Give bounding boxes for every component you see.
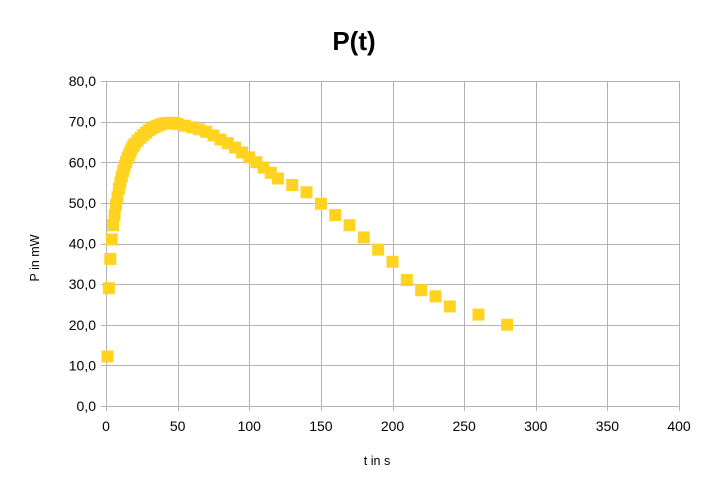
data-point: [400, 274, 413, 287]
data-point: [472, 308, 485, 321]
x-axis-label: t in s: [364, 454, 390, 468]
y-tick-label: 10,0: [69, 357, 96, 373]
data-point: [300, 186, 313, 199]
data-point: [108, 209, 121, 222]
data-points: [101, 116, 514, 363]
x-tick-label: 0: [102, 418, 110, 434]
data-point: [357, 231, 370, 244]
data-point: [314, 197, 327, 210]
y-axis-label: P in mW: [28, 234, 42, 281]
x-tick-labels: 0 50 100 150 200 250 300 350 400: [102, 418, 691, 434]
data-point: [501, 318, 514, 331]
x-tick-label: 400: [667, 418, 691, 434]
y-tick-label: 20,0: [69, 317, 96, 333]
data-point: [104, 252, 117, 265]
x-tick-label: 300: [524, 418, 548, 434]
y-tick-label: 70,0: [69, 114, 96, 130]
x-tick-label: 50: [170, 418, 186, 434]
x-tick-label: 150: [309, 418, 333, 434]
data-point: [102, 282, 115, 295]
x-tick-label: 250: [452, 418, 476, 434]
data-point: [386, 255, 399, 268]
x-tick-label: 350: [596, 418, 620, 434]
data-point: [107, 219, 120, 232]
y-tick-label: 60,0: [69, 154, 96, 170]
data-point: [429, 290, 442, 303]
x-tick-label: 200: [381, 418, 405, 434]
y-tick-label: 30,0: [69, 276, 96, 292]
data-point: [343, 219, 356, 232]
gridlines: [101, 81, 680, 411]
y-tick-labels: 0,0 10,0 20,0 30,0 40,0 50,0 60,0 70,0 80,0: [69, 73, 96, 414]
chart-title: P(t): [332, 26, 375, 56]
y-tick-label: 50,0: [69, 195, 96, 211]
data-point: [271, 172, 284, 185]
data-point: [101, 350, 114, 363]
data-point: [415, 284, 428, 297]
data-point: [372, 243, 385, 256]
y-tick-label: 40,0: [69, 236, 96, 252]
data-point: [443, 300, 456, 313]
data-point: [105, 233, 118, 246]
data-point: [286, 179, 299, 191]
y-tick-label: 80,0: [69, 73, 96, 89]
y-tick-label: 0,0: [77, 398, 97, 414]
data-point: [329, 209, 342, 222]
x-tick-label: 100: [238, 418, 262, 434]
